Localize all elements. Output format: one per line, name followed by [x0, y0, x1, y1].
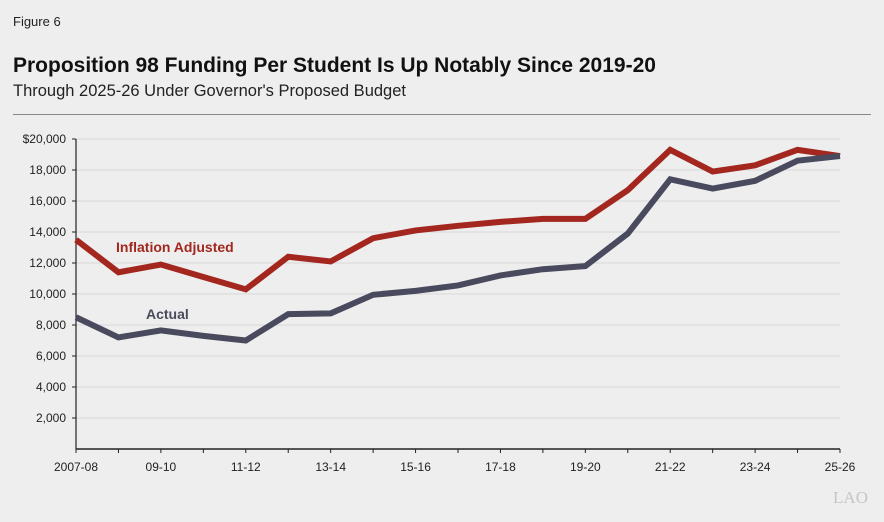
x-tick-label: 19-20 — [570, 460, 601, 474]
lao-logo: LAO — [833, 488, 868, 507]
y-tick-label: 2,000 — [36, 411, 66, 425]
x-tick-label: 15-16 — [400, 460, 431, 474]
chart-subtitle: Through 2025-26 Under Governor's Propose… — [13, 82, 406, 100]
x-tick-label: 13-14 — [315, 460, 346, 474]
y-tick-label: 18,000 — [29, 163, 66, 177]
y-tick-label: 16,000 — [29, 194, 66, 208]
series-label: Actual — [146, 306, 189, 322]
x-tick-label: 21-22 — [655, 460, 686, 474]
chart-title: Proposition 98 Funding Per Student Is Up… — [13, 54, 656, 77]
figure-label: Figure 6 — [13, 14, 61, 29]
x-tick-label: 11-12 — [231, 460, 261, 474]
y-tick-label: 8,000 — [36, 318, 66, 332]
y-tick-label: 14,000 — [29, 225, 66, 239]
x-tick-label: 23-24 — [740, 460, 771, 474]
y-tick-label: 10,000 — [29, 287, 66, 301]
x-tick-label: 09-10 — [146, 460, 177, 474]
y-tick-label: 6,000 — [36, 349, 66, 363]
title-divider — [13, 114, 871, 115]
series-label: Inflation Adjusted — [116, 239, 234, 255]
y-tick-label: 4,000 — [36, 380, 66, 394]
x-tick-label: 17-18 — [485, 460, 516, 474]
series-line-inflation-adjusted — [74, 146, 841, 293]
x-tick-label: 2007-08 — [54, 460, 98, 474]
x-tick-label: 25-26 — [825, 460, 856, 474]
y-tick-label: $20,000 — [23, 132, 67, 146]
y-tick-label: 12,000 — [29, 256, 66, 270]
